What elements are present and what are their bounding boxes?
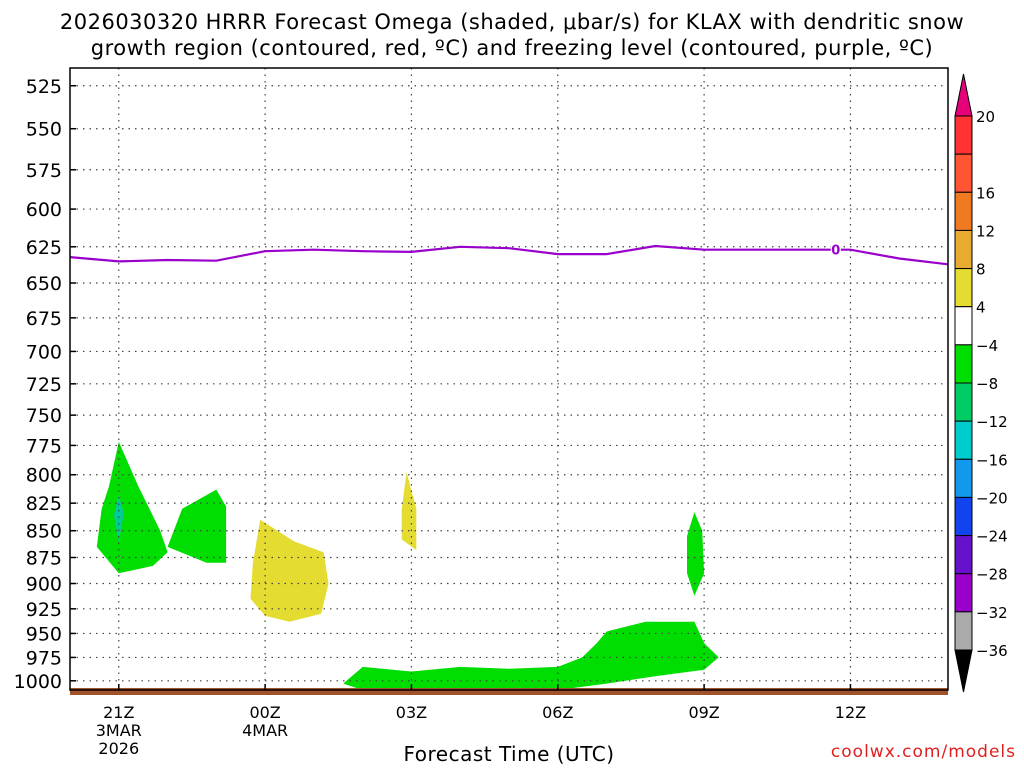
x-tick-label-12Z: 12Z: [835, 703, 866, 722]
omega-region-green-cell-c: [687, 512, 705, 596]
omega-region-teal-core: [113, 495, 124, 542]
plot-frame: [69, 67, 949, 691]
grid-lines: [70, 68, 948, 690]
x-tick-line: 3MAR: [96, 721, 142, 740]
colorbar-label: −36: [976, 642, 1008, 660]
x-tick-label-03Z: 03Z: [396, 703, 427, 722]
colorbar-segment: [954, 306, 973, 346]
omega-regions: [96, 441, 719, 690]
colorbar-label: 16: [976, 184, 995, 202]
omega-region-green-cell-a: [96, 441, 168, 574]
colorbar-segment: [954, 458, 973, 498]
chart-title-line-2: growth region (contoured, red, ºC) and f…: [90, 36, 934, 60]
colorbar-label: −12: [976, 413, 1008, 431]
omega-region-green-low-band: [343, 621, 719, 690]
y-tick-label-800: 800: [26, 465, 62, 487]
site-credit: coolwx.com/models: [830, 742, 1016, 762]
x-tick-label-00Z: 00Z 4MAR: [242, 703, 288, 740]
colorbar-segment: [954, 535, 973, 575]
colorbar-segment: [954, 382, 973, 422]
y-tick-label-1000: 1000: [14, 671, 62, 693]
colorbar-segment: [954, 420, 973, 460]
y-tick-label-550: 550: [26, 119, 62, 141]
x-tick-line: 06Z: [542, 703, 573, 722]
y-axis: 525 550 575 600 625 650 675 700 725 750 775 800 825 8…: [14, 76, 76, 693]
y-tick-label-725: 725: [26, 374, 62, 396]
colorbar-label: −20: [976, 489, 1008, 507]
colorbar-segment: [954, 229, 973, 270]
y-tick-label-675: 675: [26, 308, 62, 330]
x-tick-label-06Z: 06Z: [542, 703, 573, 722]
colorbar-segment: [954, 268, 973, 308]
y-tick-label-575: 575: [26, 160, 62, 182]
colorbar-label: 4: [976, 299, 986, 317]
x-tick-line: 12Z: [835, 703, 866, 722]
colorbar: 20 16 12 8 4 −4 −8 −12 −16 −20 −24 −28 −32 −36: [954, 73, 1008, 693]
x-tick-line: 00Z: [249, 703, 280, 722]
x-tick-label-09Z: 09Z: [688, 703, 719, 722]
colorbar-label: −32: [976, 604, 1008, 622]
y-tick-label-975: 975: [26, 647, 62, 669]
colorbar-segment: [954, 344, 973, 384]
y-tick-label-525: 525: [26, 76, 62, 98]
freezing-level-line: [69, 244, 949, 266]
x-tick-line: 2026: [98, 739, 139, 758]
colorbar-top-arrow: [954, 73, 973, 117]
colorbar-label: 8: [976, 261, 986, 279]
colorbar-segment: [954, 153, 973, 193]
y-tick-label-900: 900: [26, 574, 62, 596]
y-tick-label-875: 875: [26, 547, 62, 569]
x-tick-line: 03Z: [396, 703, 427, 722]
x-axis: 21Z 3MAR 2026 00Z 4MAR 03Z 06Z 09Z 12Z: [96, 684, 866, 758]
x-tick-label-21Z: 21Z 3MAR 2026: [96, 703, 142, 758]
y-tick-label-825: 825: [26, 493, 62, 515]
colorbar-label: −24: [976, 528, 1008, 546]
freezing-label-bg: [830, 242, 841, 256]
y-tick-label-625: 625: [26, 237, 62, 259]
y-tick-label-700: 700: [26, 341, 62, 363]
x-axis-title: Forecast Time (UTC): [403, 742, 615, 766]
colorbar-label: 12: [976, 222, 995, 240]
colorbar-segment: [954, 191, 973, 231]
colorbar-segment: [954, 573, 973, 613]
y-tick-label-650: 650: [26, 273, 62, 295]
omega-region-yellow-cell-b: [401, 472, 417, 551]
y-tick-label-775: 775: [26, 435, 62, 457]
y-tick-label-600: 600: [26, 199, 62, 221]
colorbar-segment: [954, 611, 973, 651]
ground-surface: [70, 688, 948, 695]
x-tick-line: 4MAR: [242, 721, 288, 740]
colorbar-label: −4: [976, 337, 998, 355]
x-tick-line: 21Z: [103, 703, 134, 722]
y-tick-label-750: 750: [26, 405, 62, 427]
colorbar-label: −8: [976, 375, 998, 393]
colorbar-label: −16: [976, 451, 1008, 469]
y-tick-label-950: 950: [26, 623, 62, 645]
freezing-level-contour: 0: [69, 242, 949, 266]
x-tick-line: 09Z: [688, 703, 719, 722]
omega-region-yellow-cell-a: [250, 519, 329, 622]
chart-title-line-1: 2026030320 HRRR Forecast Omega (shaded, …: [59, 10, 965, 34]
freezing-level-label: 0: [831, 244, 840, 259]
y-tick-label-850: 850: [26, 521, 62, 543]
colorbar-bottom-arrow: [954, 649, 973, 693]
colorbar-segment: [954, 115, 973, 155]
colorbar-label: −28: [976, 566, 1008, 584]
colorbar-label: 20: [976, 108, 995, 126]
y-tick-label-925: 925: [26, 599, 62, 621]
colorbar-segment: [954, 496, 973, 537]
omega-region-green-cell-b: [167, 489, 227, 563]
